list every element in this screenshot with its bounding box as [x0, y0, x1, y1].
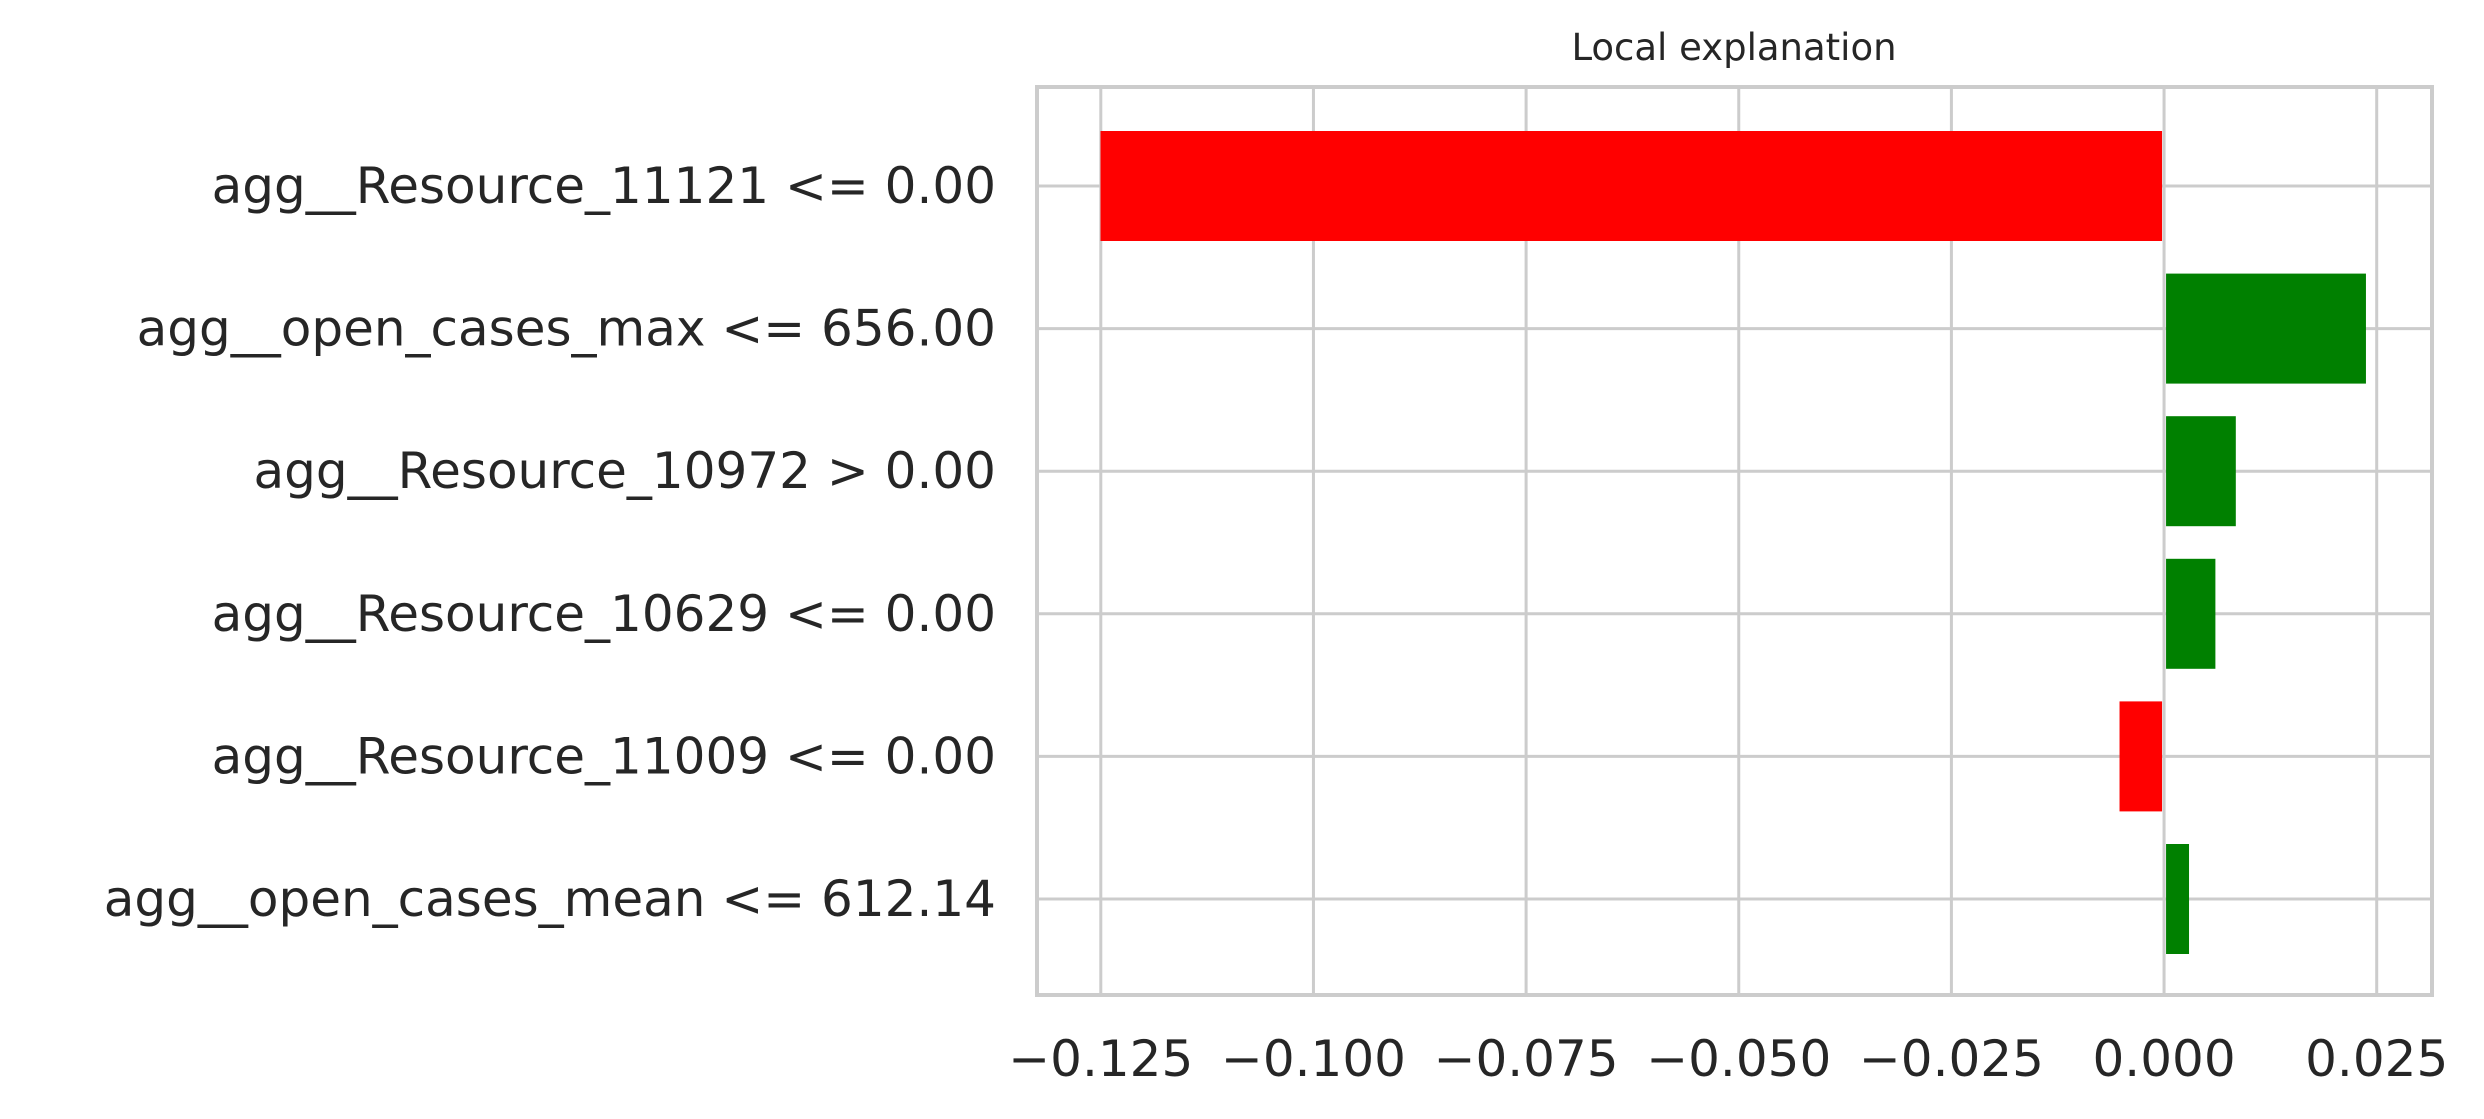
x-tick-label: 0.000 [2092, 1030, 2235, 1088]
chart-title: Local explanation [1571, 26, 1896, 69]
x-tick-label: −0.125 [1008, 1030, 1193, 1088]
x-tick-label: −0.075 [1434, 1030, 1619, 1088]
x-tick-label: −0.025 [1859, 1030, 2044, 1088]
bar [2166, 416, 2236, 527]
y-tick-labels: agg__Resource_11121 <= 0.00 agg__open_cas… [104, 157, 996, 928]
y-tick-label: agg__Resource_11121 <= 0.00 [212, 157, 996, 215]
bar-layer [1100, 131, 2366, 954]
x-tick-labels: −0.125 −0.100 −0.075 −0.050 −0.025 0.000 0.025 [1008, 1030, 2448, 1088]
plot-frame [1035, 85, 2434, 997]
y-tick-label: agg__Resource_10629 <= 0.00 [212, 585, 996, 643]
bar [2166, 844, 2190, 954]
y-tick-label: agg__open_cases_max <= 656.00 [137, 300, 996, 358]
bar [1100, 131, 2163, 241]
x-tick-label: −0.050 [1646, 1030, 1831, 1088]
x-tick-label: −0.100 [1221, 1030, 1406, 1088]
y-tick-label: agg__Resource_11009 <= 0.00 [212, 727, 996, 785]
bar [2166, 558, 2216, 669]
y-tick-label: agg__Resource_10972 > 0.00 [254, 442, 996, 500]
y-tick-label: agg__open_cases_mean <= 612.14 [104, 870, 996, 928]
bar [2166, 273, 2366, 384]
bar [2119, 701, 2163, 812]
x-tick-label: 0.025 [2305, 1030, 2448, 1088]
